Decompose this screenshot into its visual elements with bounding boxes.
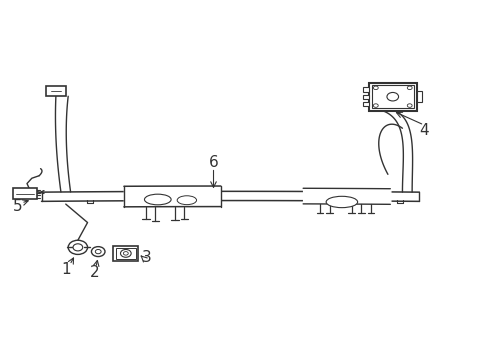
Bar: [113, 246, 138, 261]
Bar: [363, 95, 368, 99]
Text: 1: 1: [61, 262, 71, 277]
Bar: [13, 188, 37, 199]
Bar: [363, 102, 368, 106]
Bar: [368, 82, 417, 111]
Ellipse shape: [145, 194, 171, 205]
FancyBboxPatch shape: [46, 86, 66, 95]
Ellipse shape: [177, 196, 196, 204]
Text: 5: 5: [13, 199, 22, 214]
Text: 3: 3: [142, 251, 152, 265]
Circle shape: [92, 247, 105, 257]
Ellipse shape: [326, 196, 358, 208]
Text: 4: 4: [419, 123, 429, 138]
Bar: [417, 91, 422, 102]
Text: 2: 2: [90, 265, 99, 280]
Circle shape: [68, 240, 88, 255]
Text: 6: 6: [209, 156, 219, 171]
Bar: [116, 248, 136, 259]
Bar: [363, 87, 368, 92]
Bar: [372, 85, 414, 108]
